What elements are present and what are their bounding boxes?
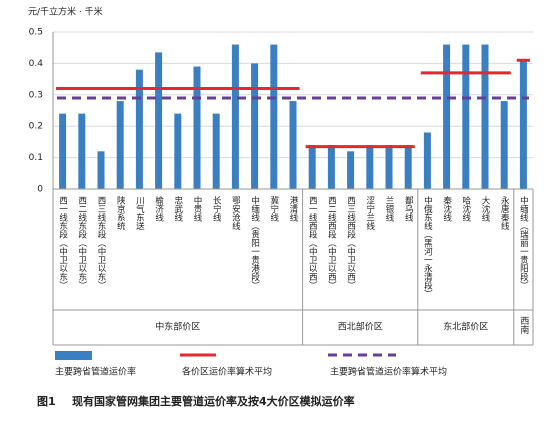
bar [59, 113, 67, 189]
region-label: 西北部价区 [338, 321, 383, 333]
y-tick-label: 0 [37, 185, 43, 195]
bar [385, 145, 393, 189]
x-tick-label: 川气东送 [134, 196, 144, 231]
bar [155, 52, 163, 189]
x-tick-label: 中缅线（贵阳一贵港段） [250, 195, 260, 289]
bar [327, 145, 335, 189]
bar [289, 101, 297, 189]
bar [404, 145, 412, 189]
bar [212, 113, 220, 189]
bar [347, 151, 355, 189]
bar [135, 69, 143, 189]
x-tick-label: 哈沈线 [461, 195, 471, 221]
region-label: 西南 [518, 316, 529, 334]
x-tick-label: 秦沈线 [442, 195, 452, 221]
x-tick-label: 西三线东段（中卫以东） [96, 196, 106, 290]
x-tick-label: 西二线东段（中卫以东） [77, 196, 87, 290]
x-tick-label: 鄂安沧线 [230, 196, 240, 230]
bar [231, 44, 239, 190]
bar [78, 113, 86, 189]
x-tick-label: 长宁线 [211, 195, 221, 221]
x-tick-label: 港清线 [288, 195, 298, 221]
y-tick-label: 0.4 [29, 59, 44, 69]
x-tick-label: 西一线西段（中卫以西） [307, 196, 317, 290]
bar [443, 44, 451, 190]
bar [97, 151, 105, 189]
region-label: 东北部价区 [443, 321, 488, 333]
x-tick-label: 中缅线（瑞丽一贵阳段） [518, 195, 528, 289]
x-tick-label: 兰银线 [384, 195, 394, 221]
bar [423, 132, 431, 189]
region-label: 中东部价区 [155, 321, 200, 333]
caption-number: 图1 [37, 395, 56, 408]
x-tick-label: 中俄东线（黑河一永清段） [422, 195, 432, 298]
y-tick-label: 0.5 [29, 28, 43, 38]
x-tick-label: 西一线东段（中卫以东） [58, 196, 68, 290]
x-tick-label: 中贵线 [192, 195, 202, 221]
y-tick-label: 0.2 [29, 122, 43, 132]
x-tick-label: 冀宁线 [269, 195, 279, 221]
bar [116, 101, 124, 189]
bar [308, 145, 316, 189]
bar [519, 60, 527, 190]
bar [193, 66, 201, 189]
bar [251, 63, 259, 189]
x-tick-label: 忠武线 [173, 196, 183, 222]
legend-swatch [55, 351, 92, 360]
bar [462, 44, 470, 190]
legend-label: 各价区运价率算术平均 [182, 366, 272, 378]
x-tick-label: 鄯乌线 [403, 195, 413, 221]
x-tick-label: 涩宁兰线 [365, 196, 375, 230]
bar [500, 101, 508, 189]
legend-label: 主要跨省管道运价率算术平均 [330, 366, 447, 378]
x-tick-label: 陕京系统 [115, 195, 125, 231]
bar [270, 44, 278, 190]
y-tick-label: 0.1 [29, 153, 43, 163]
x-tick-label: 西二线西段（中卫以西） [326, 196, 336, 290]
y-axis-label: 元/千立方米 · 千米 [28, 6, 103, 18]
bar [174, 113, 182, 189]
caption-text: 现有国家管网集团主要管道运价率及按4大价区模拟运价率 [72, 394, 355, 408]
legend-label: 主要跨省管道运价率 [55, 366, 136, 378]
y-tick-label: 0.3 [29, 90, 43, 100]
bar [481, 44, 489, 190]
bar [366, 145, 374, 189]
x-tick-label: 大沈线 [480, 195, 490, 221]
x-tick-label: 永唐秦线 [499, 195, 509, 230]
x-tick-label: 榆济线 [154, 195, 164, 221]
x-tick-label: 西三线西段（中卫以西） [346, 196, 356, 290]
